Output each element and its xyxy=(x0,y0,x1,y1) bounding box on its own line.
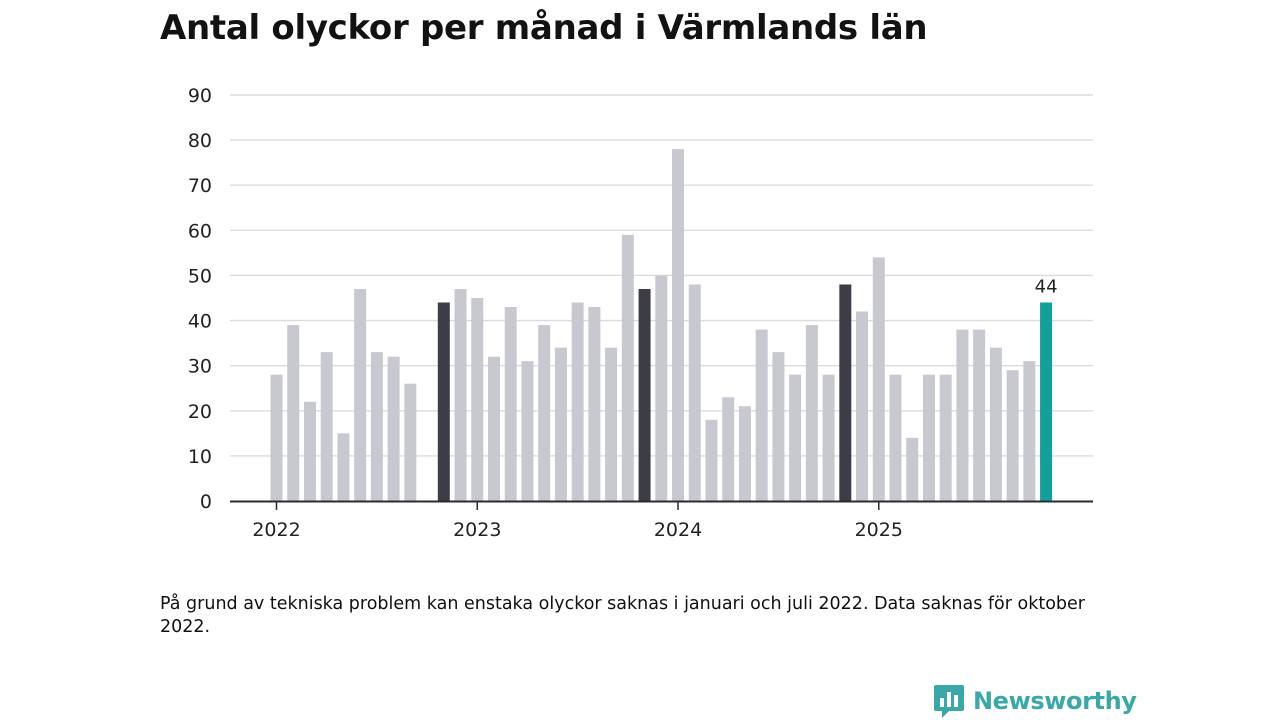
bar-2024-08[interactable] xyxy=(789,374,802,501)
bar-2022-02[interactable] xyxy=(287,325,300,501)
bar-2025-08[interactable] xyxy=(989,347,1002,501)
bar-2024-04[interactable] xyxy=(722,397,735,501)
bar-2024-12[interactable] xyxy=(856,311,869,501)
bar-2025-11[interactable] xyxy=(1040,302,1053,501)
bar-2024-07[interactable] xyxy=(772,352,785,501)
bar-2025-03[interactable] xyxy=(906,437,919,501)
chart-title: Antal olyckor per månad i Värmlands län xyxy=(160,8,928,48)
x-tick-label-2022: 2022 xyxy=(252,519,300,541)
bar-2022-11[interactable] xyxy=(437,302,450,501)
y-tick-label: 50 xyxy=(188,265,212,287)
bar-2023-10[interactable] xyxy=(621,234,634,501)
bar-2023-03[interactable] xyxy=(504,307,517,501)
bars xyxy=(270,149,1053,501)
bar-2023-09[interactable] xyxy=(605,347,618,501)
y-tick-label: 20 xyxy=(188,401,212,423)
bar-2022-09[interactable] xyxy=(404,383,417,501)
x-tick-label-2023: 2023 xyxy=(453,519,501,541)
x-axis-tick-labels: 2022 2023 2024 2025 xyxy=(252,519,903,541)
bar-2023-04[interactable] xyxy=(521,361,534,501)
bar-2023-12[interactable] xyxy=(655,275,668,501)
bar-2024-11[interactable] xyxy=(839,284,852,501)
bar-2022-06[interactable] xyxy=(354,288,367,501)
data-labels: 44 xyxy=(1035,277,1058,298)
bar-2024-03[interactable] xyxy=(705,419,718,501)
x-axis xyxy=(230,500,1093,510)
bar-2024-10[interactable] xyxy=(822,374,835,501)
bar-2022-03[interactable] xyxy=(303,401,316,501)
brand-name: Newsworthy xyxy=(973,687,1137,715)
y-axis-tick-labels: 0 10 20 30 40 50 60 70 80 90 xyxy=(188,85,212,513)
bar-2024-06[interactable] xyxy=(755,329,768,501)
y-tick-label: 0 xyxy=(200,491,212,513)
y-tick-label: 60 xyxy=(188,220,212,242)
bar-2022-05[interactable] xyxy=(337,433,350,501)
footnote: På grund av tekniska problem kan enstaka… xyxy=(160,594,1085,637)
bar-2022-01[interactable] xyxy=(270,374,283,501)
bar-2025-01[interactable] xyxy=(872,257,885,501)
bar-2025-02[interactable] xyxy=(889,374,902,501)
bar-2023-05[interactable] xyxy=(538,325,551,501)
bar-chart: 0 10 20 30 40 50 60 70 80 90 2022 2023 2024 2025 44 xyxy=(188,85,1093,541)
bar-2023-11[interactable] xyxy=(638,288,651,501)
y-tick-label: 80 xyxy=(188,130,212,152)
bar-2022-04[interactable] xyxy=(320,352,333,501)
bar-2025-06[interactable] xyxy=(956,329,969,501)
bar-2023-08[interactable] xyxy=(588,307,601,501)
bar-2023-01[interactable] xyxy=(471,298,484,501)
y-tick-label: 30 xyxy=(188,356,212,378)
y-tick-label: 10 xyxy=(188,446,212,468)
bar-2025-04[interactable] xyxy=(922,374,935,501)
bar-2023-02[interactable] xyxy=(487,356,500,501)
x-tick-label-2025: 2025 xyxy=(855,519,903,541)
bar-2022-07[interactable] xyxy=(370,352,383,501)
y-tick-label: 70 xyxy=(188,175,212,197)
y-tick-label: 90 xyxy=(188,85,212,107)
bar-2025-05[interactable] xyxy=(939,374,952,501)
bar-2023-06[interactable] xyxy=(554,347,567,501)
bar-2022-12[interactable] xyxy=(454,288,467,501)
bar-2025-10[interactable] xyxy=(1023,361,1036,501)
x-tick-label-2024: 2024 xyxy=(654,519,702,541)
bar-2025-09[interactable] xyxy=(1006,370,1019,501)
latest-value-label: 44 xyxy=(1035,277,1058,298)
bar-2023-07[interactable] xyxy=(571,302,584,501)
bar-2024-01[interactable] xyxy=(672,149,685,501)
bar-2024-02[interactable] xyxy=(688,284,701,501)
bar-2024-05[interactable] xyxy=(738,406,751,501)
bar-2025-07[interactable] xyxy=(973,329,986,501)
bar-2022-08[interactable] xyxy=(387,356,400,501)
newsworthy-logo-icon xyxy=(934,685,964,718)
y-tick-label: 40 xyxy=(188,311,212,333)
newsworthy-logo[interactable]: Newsworthy xyxy=(933,682,1137,720)
bar-2024-09[interactable] xyxy=(805,325,818,501)
